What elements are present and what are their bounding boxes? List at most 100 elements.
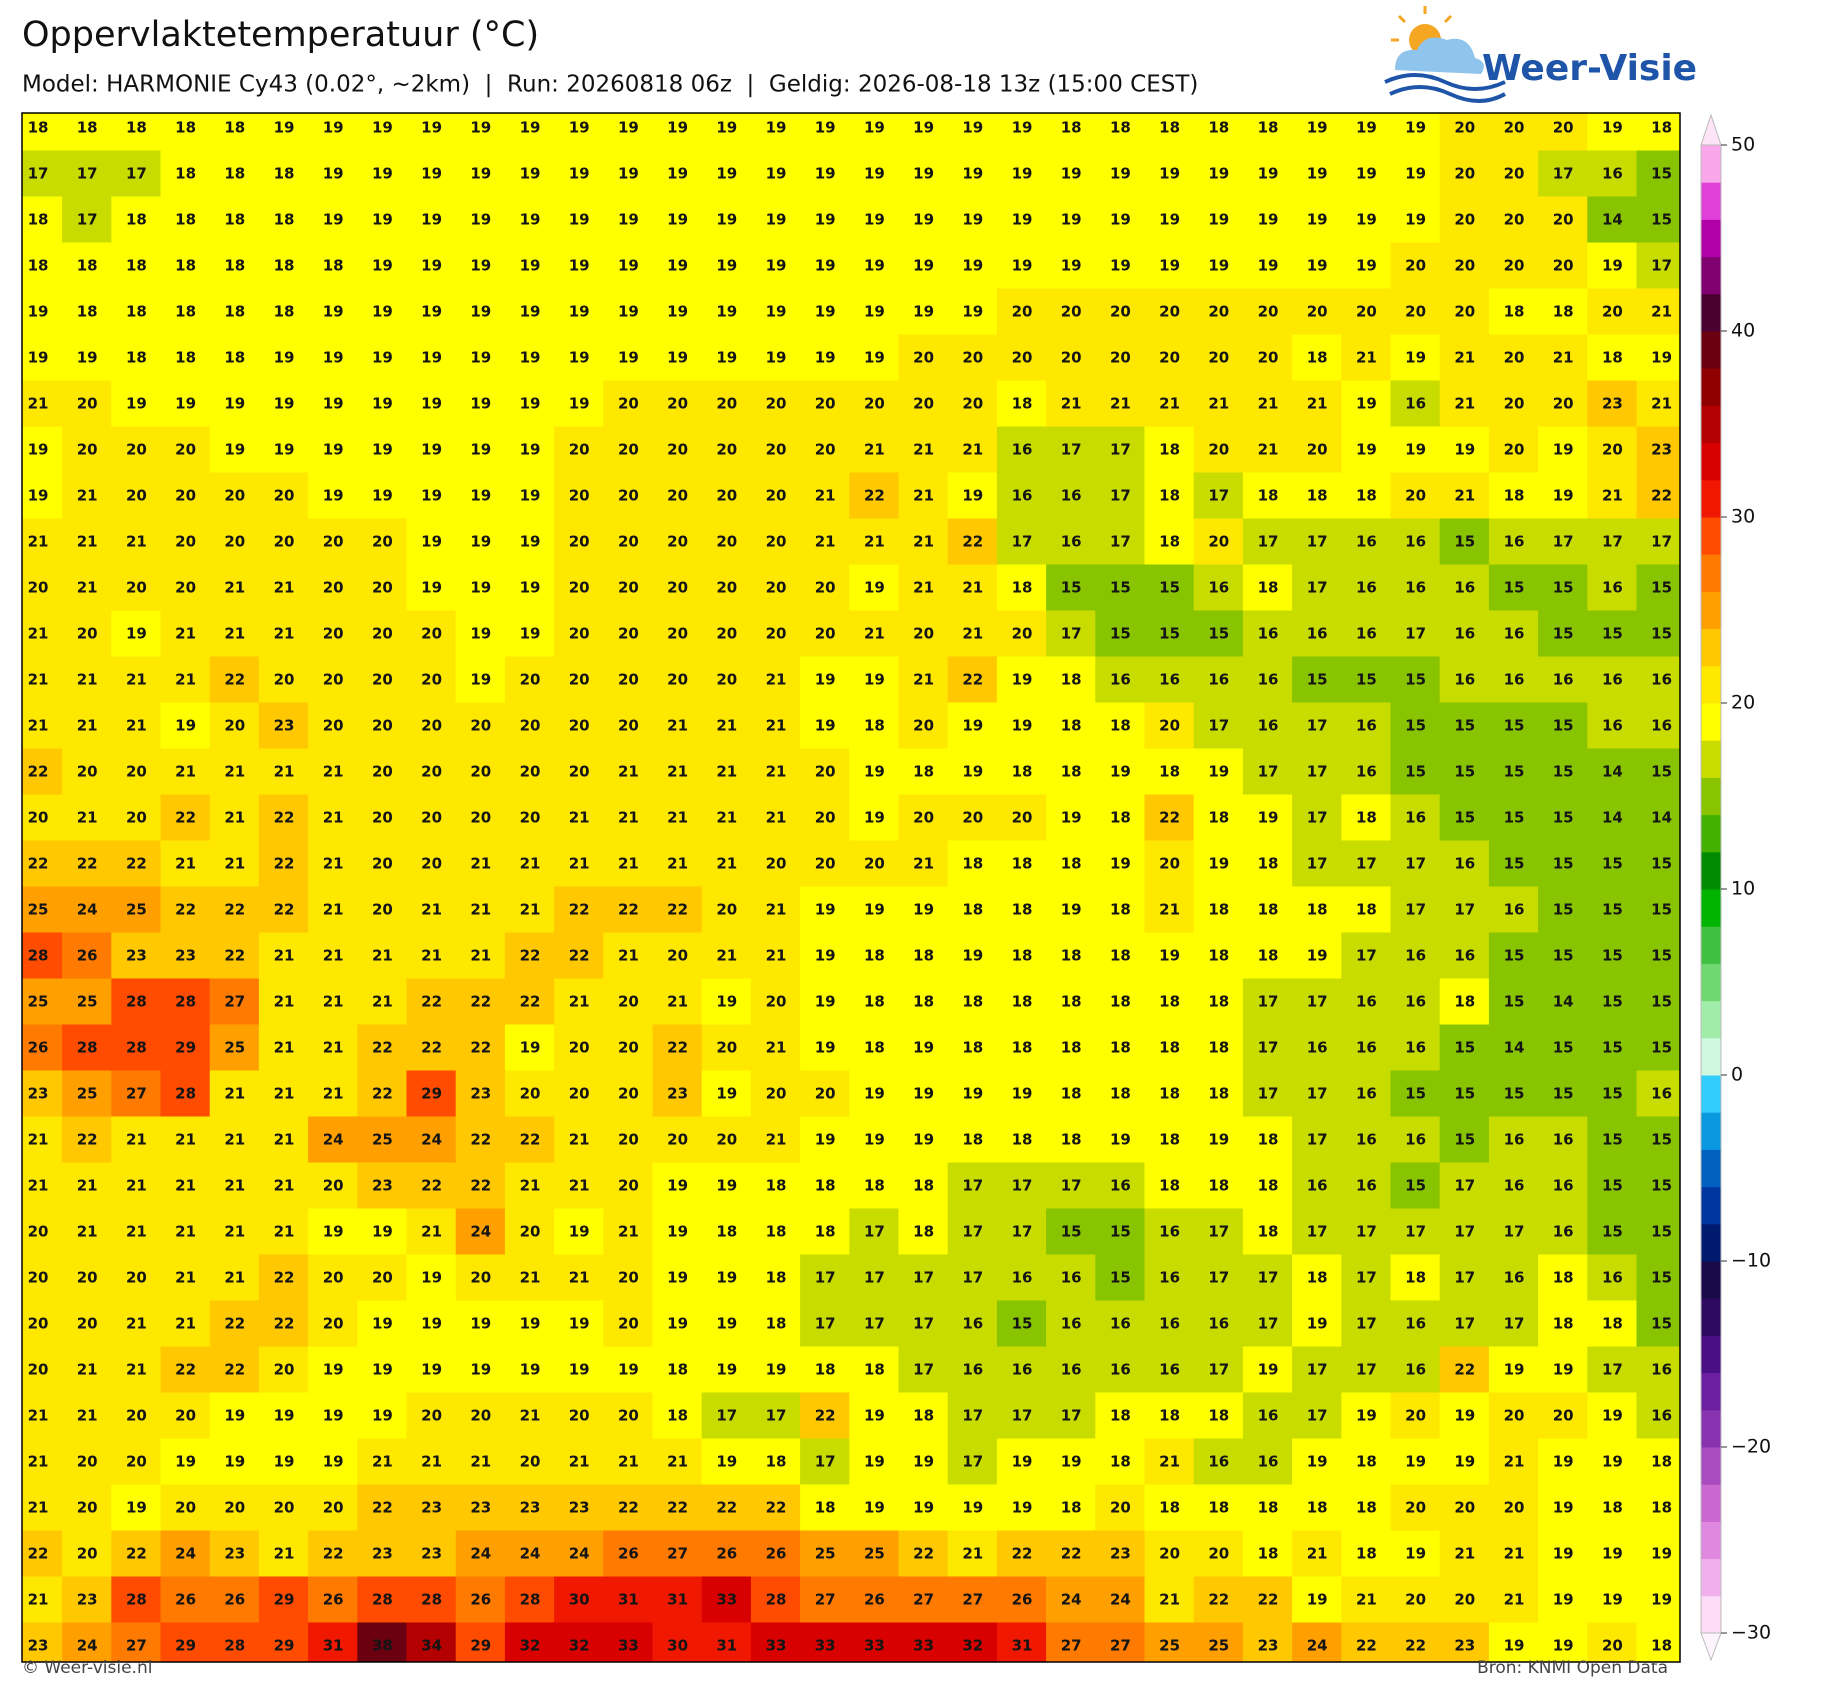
- temp-cell: [504, 196, 556, 244]
- temp-label: 15: [1405, 717, 1426, 735]
- temp-label: 38: [372, 1637, 393, 1655]
- temp-cell: [1046, 886, 1097, 934]
- temp-label: 21: [323, 993, 344, 1011]
- temp-cell: [1488, 1116, 1540, 1164]
- temp-cell: [1193, 748, 1244, 796]
- temp-cell: [652, 1622, 703, 1662]
- temp-label: 18: [1061, 855, 1082, 873]
- temp-label: 17: [1258, 1315, 1279, 1333]
- temp-label: 14: [1602, 809, 1623, 827]
- temp-cell: [357, 564, 408, 612]
- temp-cell: [455, 1576, 506, 1624]
- temp-cell: [1538, 1254, 1589, 1302]
- temp-label: 28: [372, 1591, 393, 1609]
- temp-label: 20: [1405, 1499, 1426, 1517]
- temp-cell: [800, 748, 851, 796]
- temp-cell: [1439, 113, 1490, 152]
- temp-label: 19: [962, 119, 983, 137]
- temp-label: 17: [1454, 901, 1475, 919]
- temp-label: 18: [962, 993, 983, 1011]
- temp-cell: [1439, 426, 1490, 474]
- temp-cell: [947, 1438, 998, 1486]
- temp-cell: [62, 1162, 113, 1210]
- temp-cell: [1488, 196, 1540, 244]
- temp-cell: [849, 1484, 900, 1532]
- temp-label: 21: [470, 947, 491, 965]
- temp-cell: [406, 932, 457, 980]
- temp-cell: [1095, 1576, 1146, 1624]
- temp-cell: [849, 1208, 900, 1256]
- temp-cell: [504, 334, 556, 382]
- temp-cell: [996, 1622, 1048, 1662]
- temp-label: 30: [667, 1637, 688, 1655]
- temp-label: 18: [1159, 1039, 1180, 1057]
- temp-cell: [1046, 978, 1097, 1026]
- temp-label: 21: [569, 1269, 590, 1287]
- temp-cell: [406, 564, 457, 612]
- temp-label: 20: [569, 441, 590, 459]
- temp-label: 19: [667, 349, 688, 367]
- temp-cell: [898, 113, 949, 152]
- temp-cell: [209, 610, 260, 658]
- temp-label: 20: [323, 671, 344, 689]
- temp-label: 16: [1405, 993, 1426, 1011]
- temp-label: 18: [1159, 1177, 1180, 1195]
- temp-cell: [160, 1208, 211, 1256]
- temp-label: 27: [126, 1637, 147, 1655]
- temp-label: 15: [1504, 947, 1525, 965]
- temp-label: 21: [1307, 1545, 1328, 1563]
- temp-cell: [603, 113, 654, 152]
- temp-label: 15: [1504, 579, 1525, 597]
- temp-cell: [1488, 656, 1540, 704]
- temp-cell: [1636, 113, 1680, 152]
- temp-cell: [947, 1622, 998, 1662]
- temp-cell: [898, 656, 949, 704]
- temp-cell: [357, 1576, 408, 1624]
- temp-cell: [1193, 1070, 1244, 1118]
- temp-label: 15: [1553, 579, 1574, 597]
- temp-cell: [258, 702, 310, 750]
- temp-cell: [22, 113, 64, 152]
- temp-cell: [898, 1116, 949, 1164]
- temp-label: 21: [716, 717, 737, 735]
- temp-cell: [455, 748, 506, 796]
- temp-label: 19: [962, 717, 983, 735]
- temp-label: 15: [1405, 763, 1426, 781]
- temp-label: 16: [1258, 671, 1279, 689]
- temp-label: 16: [1110, 1361, 1131, 1379]
- temp-label: 20: [224, 1499, 245, 1517]
- temp-cell: [1242, 1530, 1294, 1578]
- temp-cell: [1636, 1162, 1680, 1210]
- temp-label: 15: [1651, 211, 1672, 229]
- temp-cell: [849, 1070, 900, 1118]
- temp-label: 18: [815, 1361, 836, 1379]
- temp-cell: [800, 610, 851, 658]
- temp-cell: [111, 564, 162, 612]
- temp-cell: [947, 380, 998, 428]
- temp-label: 18: [1061, 947, 1082, 965]
- temp-label: 20: [766, 993, 787, 1011]
- temp-cell: [701, 794, 752, 842]
- temp-cell: [1144, 1530, 1195, 1578]
- temp-label: 19: [470, 165, 491, 183]
- temp-label: 20: [618, 1177, 639, 1195]
- temp-label: 16: [1454, 625, 1475, 643]
- temp-cell: [258, 840, 310, 888]
- temp-cell: [1242, 1346, 1294, 1394]
- temp-label: 20: [421, 1407, 442, 1425]
- temp-label: 20: [274, 671, 295, 689]
- temp-cell: [160, 1438, 211, 1486]
- temp-cell: [111, 242, 162, 290]
- temp-label: 18: [1356, 1545, 1377, 1563]
- temp-label: 20: [175, 579, 196, 597]
- temp-label: 22: [175, 809, 196, 827]
- temp-label: 16: [1208, 1453, 1229, 1471]
- temp-label: 15: [1553, 947, 1574, 965]
- temp-label: 19: [716, 349, 737, 367]
- temp-cell: [160, 1300, 211, 1348]
- temp-cell: [504, 1392, 556, 1440]
- temp-label: 18: [864, 993, 885, 1011]
- temp-label: 17: [1307, 993, 1328, 1011]
- temp-cell: [947, 610, 998, 658]
